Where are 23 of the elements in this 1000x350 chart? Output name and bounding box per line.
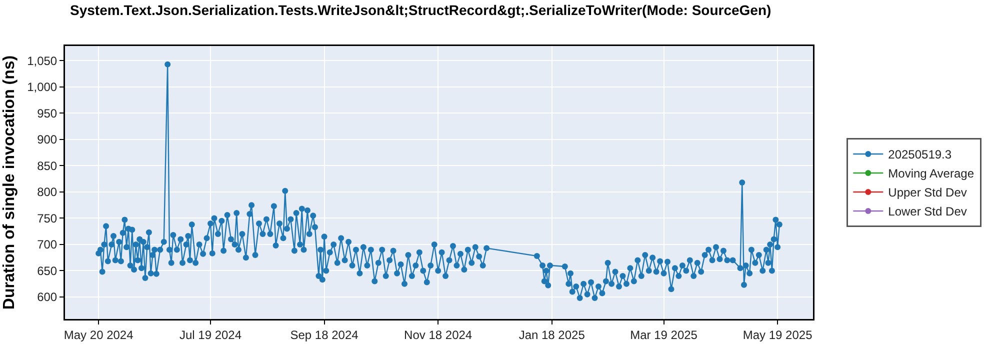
- y-tick-label: 700: [37, 238, 58, 252]
- legend-label: Moving Average: [888, 166, 974, 181]
- y-tick-label: 950: [37, 106, 58, 120]
- y-axis-title: Duration of single invocation (ns): [1, 55, 18, 310]
- x-tick-label: May 20 2024: [64, 328, 134, 342]
- x-tick-label: Nov 18 2024: [404, 328, 472, 342]
- legend-label: Lower Std Dev: [888, 204, 967, 219]
- y-tick-label: 850: [37, 158, 58, 173]
- x-tick-label: May 19 2025: [742, 328, 813, 342]
- y-tick-label: 1,050: [27, 54, 58, 68]
- x-tick-label: Jan 18 2025: [518, 328, 586, 342]
- y-tick-label: 750: [37, 211, 58, 226]
- y-tick-label: 800: [37, 185, 58, 200]
- chart-title: System.Text.Json.Serialization.Tests.WriteJson&lt;StructRecord&gt;.SerializeToWriter(Mode: SourceGen): [70, 2, 772, 18]
- y-tick-label: 600: [37, 290, 58, 304]
- x-tick-label: Mar 19 2025: [630, 328, 698, 342]
- legend-label: 20250519.3: [888, 148, 952, 162]
- y-tick-label: 1,000: [27, 80, 58, 94]
- x-tick-label: Sep 18 2024: [290, 328, 359, 342]
- y-tick-label: 650: [37, 264, 58, 278]
- y-tick-label: 900: [37, 132, 58, 147]
- legend-label: Upper Std Dev: [888, 186, 967, 200]
- x-tick-label: Jul 19 2024: [179, 328, 242, 342]
